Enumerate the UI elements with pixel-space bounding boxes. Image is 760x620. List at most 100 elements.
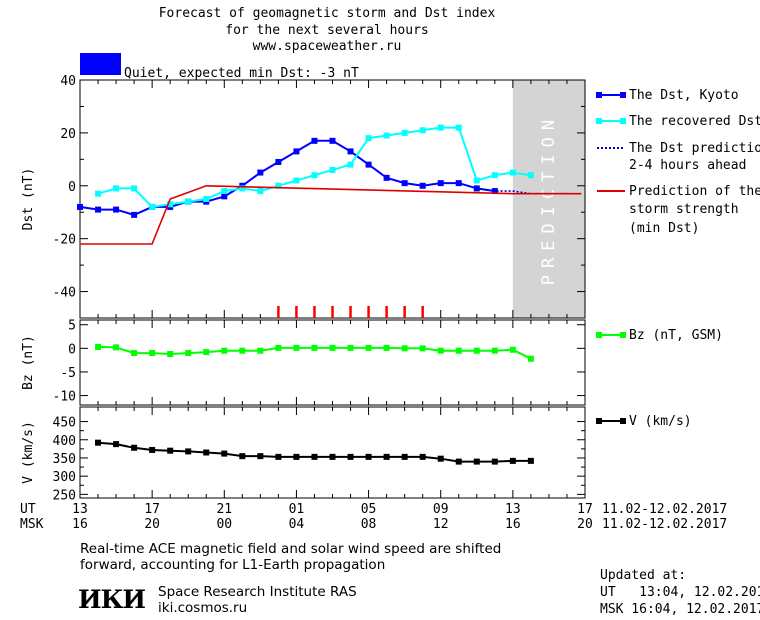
dst-series-point-1 [437, 124, 444, 131]
dst-ytick-label: 40 [60, 74, 76, 89]
legend-label-v: V (km/s) [629, 414, 692, 429]
v-series-point-0 [167, 447, 174, 454]
v-series-point-0 [365, 453, 372, 460]
ut-tick-label: 05 [361, 502, 377, 517]
bz-series-point-0 [293, 344, 300, 351]
dst-series-point-1 [455, 124, 462, 131]
updated-msk: MSK 16:04, 12.02.2017 [600, 602, 760, 617]
dst-series-point-1 [293, 177, 300, 184]
ut-date-range: 11.02-12.02.2017 [602, 502, 727, 517]
bz-series-point-0 [257, 347, 264, 354]
bz-series-point-0 [113, 344, 120, 351]
msk-tick-label: 00 [216, 517, 232, 532]
dst-ytick-label: 0 [68, 180, 76, 195]
dst-series-point-0 [401, 180, 408, 187]
dst-series-point-1 [527, 172, 534, 179]
dst-series-point-1 [239, 185, 246, 192]
dst-series-point-1 [95, 190, 102, 197]
ut-tick-label: 17 [577, 502, 593, 517]
dst-series-point-0 [257, 169, 264, 176]
ut-tick-label: 21 [216, 502, 232, 517]
msk-tick-label: 16 [72, 517, 88, 532]
bz-series-point-0 [311, 344, 318, 351]
bz-ytick-label: -10 [53, 390, 76, 405]
v-series-point-0 [95, 439, 102, 446]
v-series-point-0 [221, 450, 228, 457]
dst-series-point-0 [77, 203, 83, 210]
dst-series-point-0 [95, 206, 102, 213]
bz-series-point-0 [131, 350, 138, 357]
bz-legend: Bz (nT, GSM) [596, 328, 723, 343]
footer-note-line2: forward, accounting for L1-Earth propaga… [80, 557, 386, 573]
dst-series-point-1 [329, 166, 336, 173]
dst-series-point-1 [131, 185, 138, 192]
v-series-point-0 [509, 457, 516, 464]
updated-label: Updated at: [600, 568, 686, 583]
dst-series-point-1 [257, 188, 264, 195]
v-ytick-label: 450 [53, 416, 76, 431]
bz-series-point-0 [149, 350, 156, 357]
chart-title-line2: for the next several hours [225, 23, 429, 38]
dst-series-point-0 [491, 188, 498, 195]
v-series-point-0 [527, 457, 534, 464]
v-ylabel: V (km/s) [21, 421, 36, 484]
legend-marker-recovered [596, 118, 602, 124]
status-text: Quiet, expected min Dst: -3 nT [124, 66, 359, 81]
legend-label-storm-line3: (min Dst) [629, 221, 699, 236]
updated-ut: UT 13:04, 12.02.2017 [600, 585, 760, 600]
dst-series-point-0 [383, 174, 390, 181]
dst-series-point-1 [311, 172, 318, 179]
legend-marker-kyoto-end [620, 92, 626, 98]
dst-series-point-1 [221, 188, 228, 195]
ut-tick-label: 13 [505, 502, 521, 517]
dst-series-line-3 [80, 184, 582, 245]
dst-ylabel: Dst (nT) [21, 168, 36, 231]
v-series-point-0 [419, 453, 426, 460]
ut-tick-label: 09 [433, 502, 449, 517]
legend-marker-v-end [620, 418, 626, 424]
bz-ytick-label: 0 [68, 342, 76, 357]
legend-label-bz: Bz (nT, GSM) [629, 328, 723, 343]
dst-series-point-1 [347, 161, 354, 168]
legend-marker-kyoto [596, 92, 602, 98]
dst-series-point-0 [347, 148, 354, 155]
v-series-point-0 [149, 446, 156, 453]
dst-series-point-1 [113, 185, 120, 192]
dst-frame [79, 79, 586, 319]
dst-ytick-label: -40 [53, 286, 76, 301]
v-series-point-0 [185, 448, 192, 455]
bz-series-point-0 [419, 345, 426, 352]
legend-label-kyoto: The Dst, Kyoto [629, 88, 739, 103]
dst-series-point-0 [455, 180, 462, 187]
dst-series-point-1 [203, 196, 210, 202]
legend-marker-v [596, 418, 602, 424]
bz-series-point-0 [95, 343, 102, 350]
bz-series-point-0 [509, 346, 516, 353]
bz-frame [79, 319, 586, 406]
dst-series-point-1 [149, 203, 156, 210]
legend-marker-bz [596, 332, 602, 338]
bz-series-point-0 [383, 344, 390, 351]
v-ytick-label: 300 [53, 470, 76, 485]
v-series-point-0 [437, 455, 444, 462]
dst-series-point-1 [401, 129, 408, 136]
v-series-point-0 [401, 453, 408, 460]
prediction-region [512, 80, 585, 318]
v-series-point-0 [383, 453, 390, 460]
dst-series-point-0 [419, 182, 426, 189]
bz-series-point-0 [491, 347, 498, 354]
legend-marker-recovered-end [620, 118, 626, 124]
dst-series-line-0 [79, 139, 495, 216]
footer-note-line1: Real-time ACE magnetic field and solar w… [80, 541, 502, 557]
bz-series-point-0 [401, 345, 408, 352]
dst-series-point-1 [275, 182, 282, 189]
bz-panel: 5 0 -5 -10 Bz (nT) [21, 319, 586, 406]
dst-series-point-1 [419, 127, 426, 134]
dst-series-point-0 [293, 148, 300, 155]
v-series-point-0 [257, 453, 264, 460]
institute-url[interactable]: iki.cosmos.ru [158, 600, 248, 616]
status-color-box [80, 53, 121, 75]
dst-series-point-0 [113, 206, 120, 213]
bz-series-point-0 [347, 344, 354, 351]
